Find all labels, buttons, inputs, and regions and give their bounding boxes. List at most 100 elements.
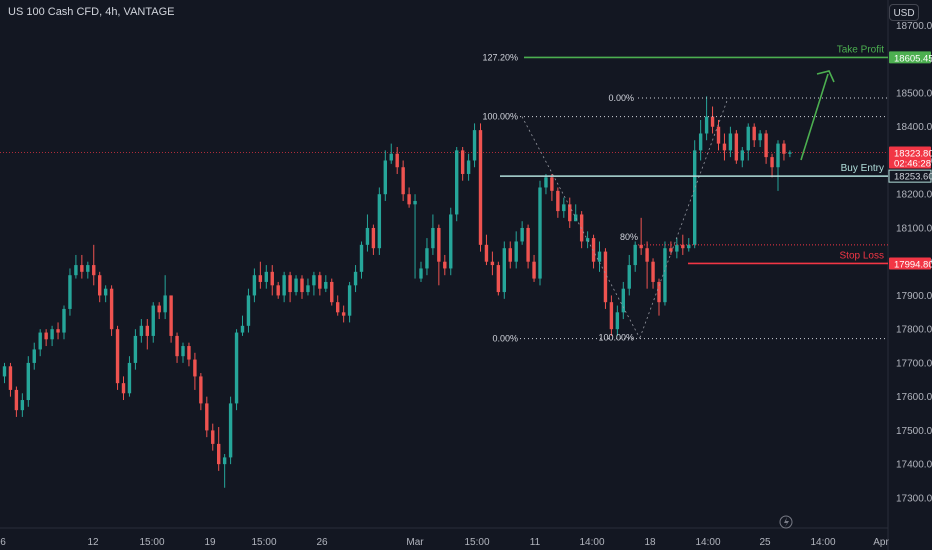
- candle-body: [585, 238, 590, 242]
- candle-body: [579, 214, 584, 242]
- currency-button[interactable]: USD: [889, 4, 919, 21]
- candle-body: [788, 152, 792, 154]
- candle-body: [103, 288, 108, 296]
- candle-body: [359, 244, 364, 272]
- candle-body: [758, 133, 762, 141]
- candle-body: [163, 295, 167, 313]
- x-tick-label: 6: [0, 537, 6, 548]
- candle-body: [145, 325, 149, 336]
- candle-body: [133, 335, 138, 363]
- candle-body: [663, 248, 667, 303]
- fib-label: 127.20%: [482, 52, 518, 62]
- candle-body: [98, 275, 102, 296]
- candle-body: [651, 261, 655, 282]
- candle-body: [770, 157, 774, 168]
- candle-body: [26, 362, 30, 401]
- candle-body: [383, 160, 387, 195]
- candle-body: [734, 133, 739, 161]
- current-price-tag-text: 18323.80: [894, 148, 932, 159]
- buy-entry-label: Buy Entry: [841, 163, 884, 174]
- candle-body: [389, 153, 393, 161]
- candle-body: [615, 312, 620, 330]
- candle-body: [508, 248, 512, 262]
- candle-body: [520, 227, 524, 242]
- candle-body: [526, 227, 530, 262]
- candle-body: [538, 187, 542, 279]
- buy-entry-price-tag: [888, 169, 932, 183]
- candle-body: [38, 332, 42, 350]
- x-tick-label: 15:00: [464, 537, 489, 548]
- candle-body: [490, 261, 495, 266]
- candle-body: [32, 349, 36, 363]
- candle-body: [377, 194, 382, 249]
- candle-body: [746, 126, 750, 151]
- candle-body: [568, 204, 572, 222]
- candle-body: [258, 275, 263, 282]
- candle-body: [627, 265, 631, 289]
- fib-label: 0.00%: [492, 334, 518, 344]
- candle-body: [437, 227, 441, 262]
- candle-body: [157, 305, 161, 313]
- x-tick-label: 26: [316, 537, 328, 548]
- arrow-head-icon: [816, 70, 835, 83]
- candle-body: [591, 238, 596, 262]
- candle-body: [562, 204, 566, 212]
- candle-body: [282, 275, 286, 296]
- candle-body: [740, 150, 744, 161]
- candle-body: [687, 244, 691, 249]
- candle-body: [353, 271, 358, 286]
- candle-body: [127, 362, 132, 394]
- candle-body: [121, 383, 126, 394]
- y-tick-label: 18500.00: [896, 89, 932, 100]
- x-tick-label: 19: [204, 537, 216, 548]
- candle-body: [294, 278, 298, 293]
- candle-body: [217, 443, 221, 465]
- candle-body: [669, 248, 673, 252]
- candle-body: [675, 244, 679, 252]
- candle-body: [234, 332, 239, 404]
- candle-body: [300, 278, 304, 293]
- y-tick-label: 17400.00: [896, 460, 932, 471]
- candle-body: [484, 244, 489, 262]
- candle-body: [115, 329, 120, 384]
- candle-body: [455, 150, 459, 215]
- candle-body: [371, 227, 376, 249]
- y-tick-label: 17900.00: [896, 291, 932, 302]
- chart-title: US 100 Cash CFD, 4h, VANTAGE: [8, 6, 175, 18]
- fib-trend-line: [639, 97, 729, 338]
- fib-label: 100.00%: [482, 112, 518, 122]
- candle-body: [62, 308, 66, 333]
- candle-body: [597, 251, 602, 262]
- lightning-icon: [779, 515, 793, 529]
- candle-body: [8, 366, 13, 390]
- candle-body: [395, 153, 399, 168]
- candle-body: [782, 143, 786, 154]
- candle-body: [193, 359, 197, 377]
- candle-body: [603, 251, 608, 303]
- x-tick-label: 11: [530, 537, 541, 548]
- candle-body: [365, 227, 370, 245]
- y-tick-label: 17700.00: [896, 358, 932, 369]
- candle-body: [425, 248, 429, 269]
- projection-arrow: [800, 73, 829, 161]
- x-tick-label: 18: [644, 537, 656, 548]
- candle-body: [14, 389, 19, 411]
- candle-body: [704, 116, 709, 134]
- x-tick-label: Mar: [406, 537, 424, 548]
- y-tick-label: 17600.00: [896, 392, 932, 403]
- candle-body: [306, 285, 310, 293]
- candle-body: [205, 403, 209, 431]
- candle-body: [330, 281, 334, 303]
- candle-body: [181, 346, 185, 357]
- take-profit-label: Take Profit: [837, 44, 884, 55]
- candle-body: [270, 271, 274, 286]
- x-tick-label: 12: [87, 537, 99, 548]
- candle-body: [681, 244, 685, 249]
- candle-body: [199, 376, 203, 404]
- candle-body: [211, 430, 215, 444]
- candle-body: [151, 305, 155, 336]
- candle-body: [139, 325, 144, 336]
- stop-loss-price-tag: [889, 257, 931, 270]
- y-tick-label: 18200.00: [896, 190, 932, 201]
